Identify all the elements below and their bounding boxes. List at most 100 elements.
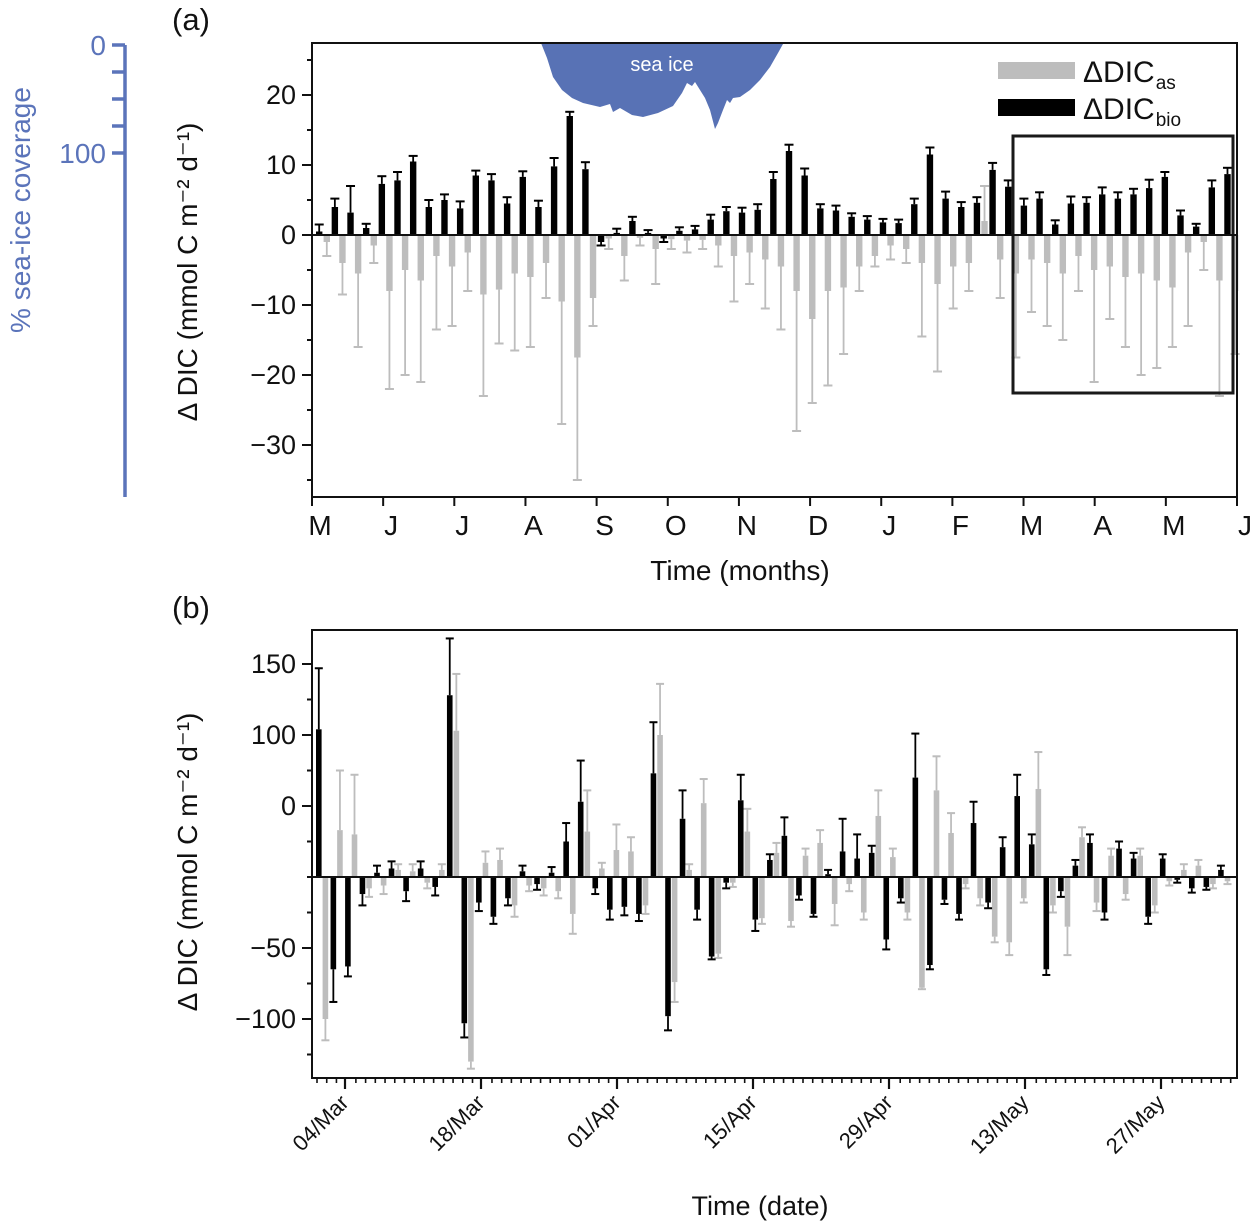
as-bar [991, 877, 998, 937]
bio-bar [316, 231, 323, 235]
as-bar [856, 235, 863, 267]
panel-a-axes: 20 10 0 −10 −20 −30 M J J A S O N D J F M A M J [250, 42, 1251, 541]
sea-ice-area-label: sea ice [630, 54, 693, 76]
bio-bar [752, 877, 759, 920]
as-bar [1006, 877, 1013, 943]
bio-bar [854, 858, 860, 877]
bio-bar [519, 176, 526, 235]
panel-a-month-label: M [1020, 510, 1043, 541]
as-bar [480, 235, 487, 295]
bio-bar [550, 166, 558, 235]
panel-b-date-label: 13/May [965, 1090, 1034, 1159]
as-bar [439, 869, 445, 877]
panel-a-month-label: J [384, 510, 398, 541]
as-bar [1137, 855, 1143, 877]
as-bar [468, 877, 474, 1062]
bio-bar [432, 877, 438, 887]
bio-bar [409, 161, 417, 235]
bio-bar [723, 211, 730, 235]
bio-bar [417, 868, 424, 877]
bio-bar [1083, 202, 1090, 235]
as-bar [511, 235, 518, 274]
bio-bar [770, 179, 777, 235]
bio-bar [895, 223, 902, 235]
as-bar [540, 877, 547, 889]
as-bar [730, 877, 736, 883]
legend-swatch-as [998, 62, 1075, 79]
as-bar [482, 862, 489, 877]
as-bar [584, 831, 591, 877]
bio-bar [613, 232, 620, 235]
bio-bar [767, 859, 773, 877]
as-bar [809, 235, 816, 319]
panel-a-y-tick-label: −20 [250, 360, 296, 390]
as-bar [453, 730, 460, 877]
bio-bar [810, 877, 817, 914]
bio-bar [707, 219, 714, 235]
as-bar [386, 235, 393, 291]
bio-bar [1020, 205, 1028, 235]
as-bar [605, 235, 612, 239]
as-bar [1200, 235, 1207, 242]
as-bar [981, 221, 988, 235]
bio-bar [926, 154, 934, 235]
panel-b-y-tick-label: 100 [251, 720, 296, 750]
as-bar [1195, 865, 1202, 877]
as-bar [715, 877, 722, 954]
as-bar [424, 877, 431, 883]
legend-label-as: ΔDICas [1083, 56, 1176, 94]
as-bar [962, 877, 969, 885]
panel-a-x-axis-title: Time (months) [650, 555, 829, 586]
as-bar [526, 877, 532, 886]
panel-a-month-label: J [1238, 510, 1251, 541]
bio-bar [1052, 224, 1059, 235]
bio-bar [330, 877, 337, 970]
as-bar [904, 877, 911, 913]
as-bar [464, 235, 471, 253]
as-bar [773, 852, 780, 877]
sea-ice-axis-label-100: 100 [59, 138, 106, 169]
as-bar [1059, 235, 1067, 274]
as-bar [555, 877, 561, 892]
bio-bar [973, 202, 981, 235]
bio-bar [879, 222, 887, 235]
as-bar [840, 235, 847, 288]
bio-bar [505, 877, 511, 899]
as-bar [1035, 788, 1042, 877]
as-bar [1050, 877, 1056, 906]
as-bar [730, 235, 738, 256]
as-bar [846, 877, 852, 885]
as-bar [511, 877, 518, 906]
as-bar [657, 735, 663, 877]
as-bar [744, 831, 751, 877]
as-bar [339, 235, 346, 263]
bio-bar [1218, 869, 1224, 877]
panel-b-plot [314, 637, 1232, 1070]
as-bar [948, 832, 954, 877]
as-bar [918, 235, 926, 263]
sea-ice-axis-title: % sea-ice coverage [5, 87, 36, 333]
as-bar [1224, 877, 1231, 882]
as-bar [366, 877, 372, 889]
as-bar [934, 235, 941, 284]
bio-bar [488, 180, 495, 235]
as-bar [759, 877, 765, 919]
bio-bar [883, 877, 890, 940]
as-bar [793, 235, 800, 291]
as-bar [715, 235, 722, 246]
highlight-box [1011, 134, 1235, 395]
bio-bar [331, 207, 339, 235]
panel-a-month-label: D [808, 510, 828, 541]
bio-bar [1177, 215, 1184, 235]
as-bar [1151, 877, 1158, 906]
panel-b-date-label: 04/Mar [287, 1090, 353, 1156]
bio-bar [679, 818, 686, 877]
as-bar [777, 235, 785, 267]
bio-bar [1067, 203, 1075, 235]
bio-bar [737, 800, 744, 877]
as-bar [1210, 877, 1216, 885]
as-bar [569, 877, 576, 914]
bio-bar [868, 852, 875, 877]
sea-ice-area [541, 43, 783, 129]
